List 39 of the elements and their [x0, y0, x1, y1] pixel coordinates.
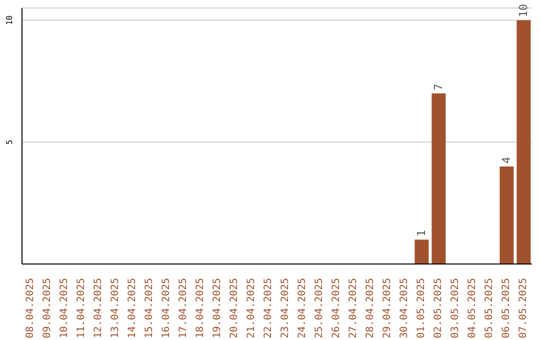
x-tick-label: 16.04.2025	[161, 278, 172, 338]
y-tick-label: 5	[5, 140, 14, 145]
x-tick-label: 04.05.2025	[467, 278, 478, 338]
data-label: 10	[517, 4, 530, 18]
data-label: 7	[432, 84, 446, 90]
x-tick-label: 24.04.2025	[297, 278, 308, 338]
x-tick-label: 22.04.2025	[263, 278, 274, 338]
x-tick-label: 14.04.2025	[127, 278, 138, 338]
x-tick-label: 13.04.2025	[110, 278, 121, 338]
x-tick-label: 28.04.2025	[365, 278, 376, 338]
x-tick-label: 08.04.2025	[25, 278, 36, 338]
x-tick-label: 05.05.2025	[484, 278, 495, 338]
x-tick-label: 19.04.2025	[212, 278, 223, 338]
bar	[432, 93, 446, 264]
bar	[414, 240, 429, 264]
x-tick-label: 01.05.2025	[416, 278, 427, 338]
x-tick-label: 30.04.2025	[399, 278, 410, 338]
x-tick-label: 23.04.2025	[280, 278, 291, 338]
x-tick-label: 11.04.2025	[76, 278, 87, 338]
x-tick-label: 27.04.2025	[348, 278, 359, 338]
x-tick-label: 29.04.2025	[382, 278, 393, 338]
x-tick-label: 12.04.2025	[93, 278, 104, 338]
x-tick-label: 18.04.2025	[195, 278, 206, 338]
x-tick-label: 20.04.2025	[229, 278, 240, 338]
x-tick-label: 02.05.2025	[433, 278, 444, 338]
x-tick-label: 10.04.2025	[59, 278, 70, 338]
x-tick-label: 26.04.2025	[331, 278, 342, 338]
x-tick-label: 21.04.2025	[246, 278, 257, 338]
x-tick-label: 06.05.2025	[501, 278, 512, 338]
data-label: 4	[500, 156, 514, 164]
x-tick-label: 25.04.2025	[314, 278, 325, 338]
bar	[516, 20, 531, 264]
bar	[500, 166, 514, 264]
data-label: 1	[415, 230, 428, 237]
x-tick-label: 17.04.2025	[178, 278, 189, 338]
x-tick-label: 03.05.2025	[450, 278, 461, 338]
x-tick-label: 07.05.2025	[518, 278, 529, 338]
x-tick-label: 09.04.2025	[42, 278, 53, 338]
x-tick-label: 15.04.2025	[144, 278, 155, 338]
